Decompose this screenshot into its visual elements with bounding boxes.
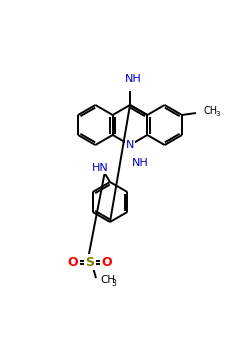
Text: S: S — [86, 256, 94, 268]
Text: CH: CH — [204, 106, 218, 116]
Text: O: O — [68, 256, 78, 268]
Text: NH: NH — [124, 74, 142, 84]
Text: NH: NH — [132, 159, 149, 168]
Text: N: N — [126, 140, 134, 150]
Text: HN: HN — [92, 163, 108, 173]
Text: O: O — [102, 256, 112, 268]
Text: CH: CH — [100, 275, 115, 285]
Text: 3: 3 — [111, 279, 116, 287]
Text: 3: 3 — [215, 111, 220, 117]
